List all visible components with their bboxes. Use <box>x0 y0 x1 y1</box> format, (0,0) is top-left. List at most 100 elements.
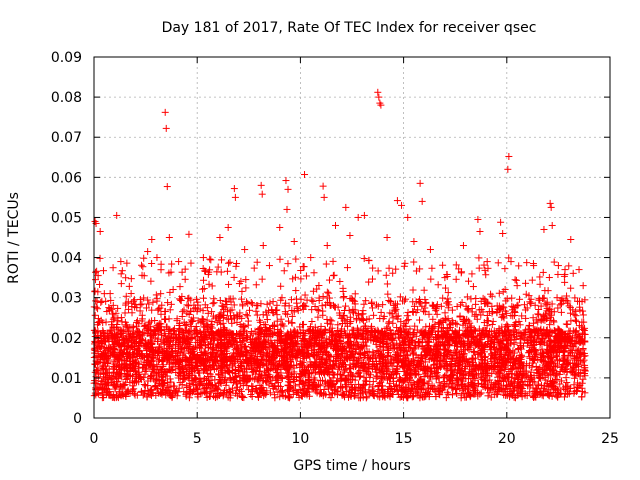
data-point <box>107 296 115 304</box>
data-point <box>224 223 232 231</box>
data-point <box>556 380 564 388</box>
data-point <box>92 268 100 276</box>
data-point <box>121 309 129 317</box>
data-point <box>418 197 426 205</box>
data-point <box>109 301 117 309</box>
data-point <box>561 278 569 286</box>
data-point <box>222 381 230 389</box>
data-point <box>257 181 265 189</box>
data-point <box>162 124 170 132</box>
data-point <box>521 336 529 344</box>
data-point <box>459 242 467 250</box>
data-point <box>282 177 290 185</box>
data-point <box>297 275 305 283</box>
data-point <box>548 221 556 229</box>
data-point <box>258 190 266 198</box>
data-point <box>404 213 412 221</box>
data-point <box>112 309 120 317</box>
data-point <box>209 300 217 308</box>
data-point <box>96 227 104 235</box>
data-point <box>307 254 315 262</box>
data-point <box>579 282 587 290</box>
data-point <box>117 270 125 278</box>
data-point <box>410 238 418 246</box>
data-point <box>113 211 121 219</box>
data-point <box>476 227 484 235</box>
data-point <box>377 308 385 316</box>
data-point <box>499 229 507 237</box>
data-point <box>319 182 327 190</box>
data-point <box>522 279 530 287</box>
data-point <box>547 203 555 211</box>
data-point <box>575 266 583 274</box>
data-point <box>156 343 164 351</box>
data-point <box>383 234 391 241</box>
data-point <box>474 215 482 223</box>
data-point <box>175 258 183 266</box>
data-point <box>562 374 570 382</box>
data-point <box>153 254 161 262</box>
data-point <box>453 303 461 311</box>
data-point <box>360 300 368 308</box>
data-point <box>505 254 513 262</box>
data-point <box>164 299 172 307</box>
data-point <box>477 389 485 397</box>
data-point <box>398 201 406 209</box>
data-point <box>117 258 125 266</box>
data-point <box>374 267 382 275</box>
data-point <box>546 199 554 207</box>
data-point <box>199 285 207 293</box>
data-point <box>420 372 428 380</box>
data-point <box>165 234 173 241</box>
data-point <box>377 101 385 109</box>
data-point <box>137 261 145 269</box>
data-point <box>441 309 449 317</box>
data-point <box>393 197 401 205</box>
data-point <box>331 221 339 229</box>
data-point <box>199 254 207 262</box>
data-point <box>290 238 298 246</box>
data-point <box>374 88 382 96</box>
data-point <box>475 254 483 262</box>
data-point <box>92 276 100 284</box>
data-point <box>163 183 171 191</box>
data-point <box>454 343 462 351</box>
data-point <box>375 93 383 101</box>
data-point <box>554 262 562 270</box>
data-point <box>346 231 354 239</box>
data-point <box>230 301 238 309</box>
data-point <box>301 171 309 179</box>
data-point <box>528 276 536 284</box>
data-point <box>241 246 249 254</box>
data-point <box>571 316 579 324</box>
data-point <box>351 290 359 298</box>
data-point <box>410 258 418 266</box>
chart-title: Day 181 of 2017, Rate Of TEC Index for r… <box>162 20 537 36</box>
data-point <box>360 211 368 219</box>
data-point <box>416 179 424 187</box>
data-point <box>334 303 342 311</box>
data-point <box>185 230 193 238</box>
marks-layer <box>90 88 589 402</box>
data-point <box>579 375 587 383</box>
data-point <box>323 242 331 250</box>
data-point <box>469 283 477 291</box>
data-point <box>144 248 152 256</box>
data-point <box>216 234 224 241</box>
data-point <box>161 108 169 116</box>
data-point <box>283 205 291 213</box>
data-point <box>427 275 435 283</box>
data-point <box>109 264 117 272</box>
data-point <box>342 203 350 211</box>
data-point <box>314 313 322 321</box>
data-point <box>409 286 417 294</box>
data-point <box>200 285 208 293</box>
data-point <box>497 218 505 226</box>
data-point <box>157 310 165 318</box>
data-point <box>540 225 548 233</box>
data-point <box>550 258 558 266</box>
data-point <box>505 152 513 160</box>
data-point <box>320 193 328 201</box>
data-point <box>467 322 475 330</box>
